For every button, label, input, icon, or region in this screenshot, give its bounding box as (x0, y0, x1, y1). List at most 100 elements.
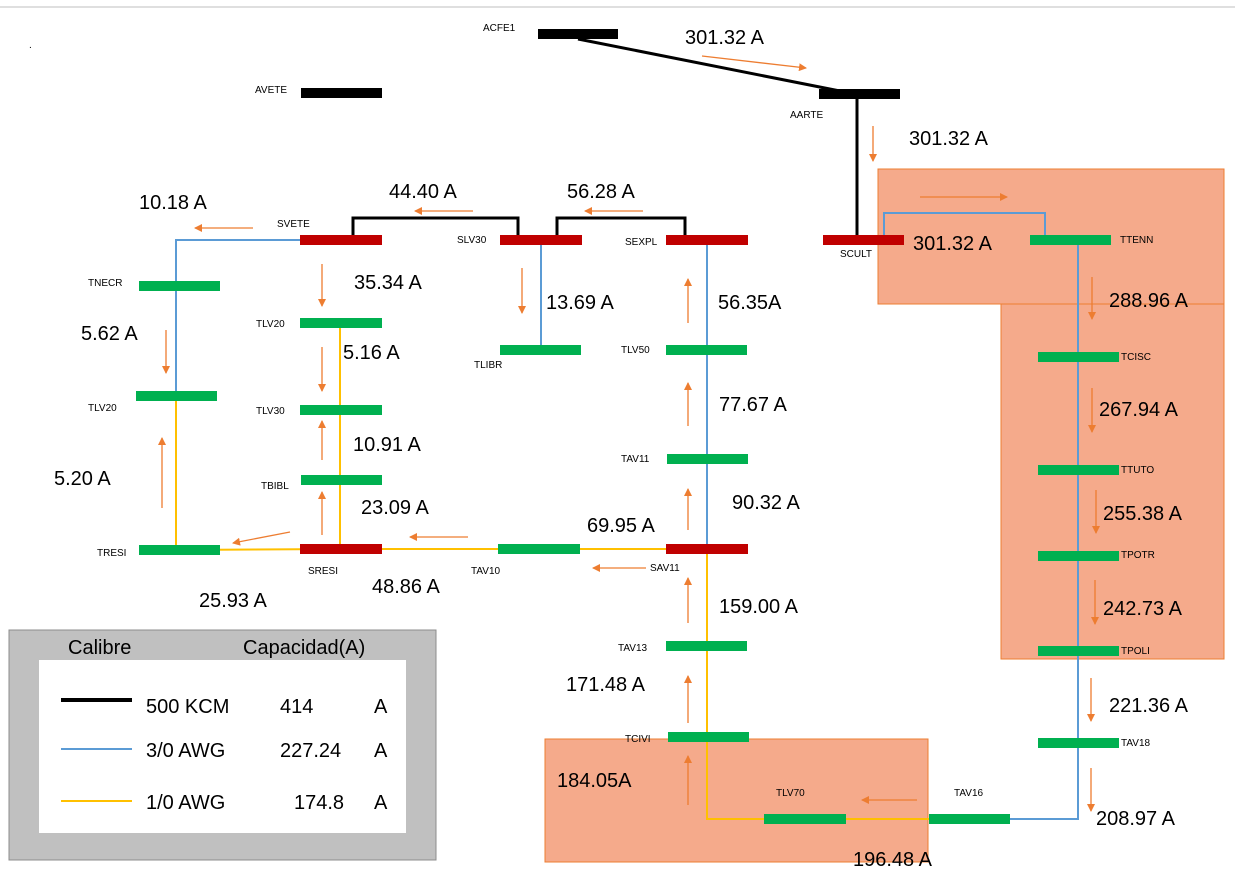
current-label: 301.32 A (685, 27, 765, 49)
legend-capacidad: 227.24 (280, 740, 341, 762)
bus-acfe1 (538, 29, 618, 39)
lines-500kcm (351, 37, 859, 240)
bus-label: TPOTR (1121, 550, 1155, 561)
bus-slv30 (500, 235, 582, 245)
current-label: 25.93 A (199, 590, 268, 612)
current-label: 10.18 A (139, 192, 208, 214)
current-label: 255.38 A (1103, 503, 1183, 525)
bus-tpotr (1038, 551, 1119, 561)
bus-tlv70 (764, 814, 846, 824)
bus-label: AVETE (255, 85, 287, 96)
legend-unit: A (374, 740, 388, 762)
bus-ttuto (1038, 465, 1119, 475)
legend-capacidad: 174.8 (294, 792, 344, 814)
line-slv30-sexpl (555, 216, 687, 240)
current-label: 69.95 A (587, 515, 656, 537)
bus-label: TAV13 (618, 643, 648, 654)
bus-tbibl (301, 475, 382, 485)
current-label: 5.20 A (54, 468, 111, 490)
bus-tlv30 (300, 405, 382, 415)
bus-label: SCULT (840, 249, 872, 260)
bus-tlv20-m (300, 318, 382, 328)
legend-calibre: 3/0 AWG (146, 740, 225, 762)
legend: Calibre Capacidad(A) 500 KCM 414 A 3/0 A… (8, 629, 437, 861)
bus-label: TPOLI (1121, 646, 1150, 657)
line-svete-slv30 (351, 216, 520, 240)
bus-avete (301, 88, 382, 98)
bus-label: AARTE (790, 110, 823, 121)
bus-label: TLV50 (621, 345, 650, 356)
current-label: 159.00 A (719, 596, 799, 618)
line-sav11-tav16 (706, 549, 930, 820)
bus-label: TBIBL (261, 481, 289, 492)
legend-header-calibre: Calibre (68, 637, 131, 659)
bus-sresi (300, 544, 382, 554)
bus-sav11 (666, 544, 748, 554)
bus-tav10 (498, 544, 580, 554)
current-label: 171.48 A (566, 674, 646, 696)
bus-label: TLV20 (256, 319, 285, 330)
line-scult-ttenn (883, 212, 1046, 240)
legend-unit: A (374, 696, 388, 718)
bus-tcisc (1038, 352, 1119, 362)
bus-label: TRESI (97, 548, 126, 559)
bus-label: SRESI (308, 566, 338, 577)
bus-label: TAV11 (621, 454, 650, 465)
bus-labels: ACFE1 AVETE AARTE SVETE SLV30 SEXPL SCUL… (88, 23, 1155, 799)
bus-label: TAV10 (471, 566, 501, 577)
bus-tpoli (1038, 646, 1119, 656)
legend-capacidad: 414 (280, 696, 313, 718)
current-label: 90.32 A (732, 492, 801, 514)
bus-label: TCISC (1121, 352, 1151, 363)
current-label: 44.40 A (389, 181, 458, 203)
line-tresi-sav11 (175, 548, 707, 551)
current-label: 77.67 A (719, 394, 788, 416)
current-label: 23.09 A (361, 497, 430, 519)
bus-label: TLV70 (776, 788, 805, 799)
bus-svete (300, 235, 382, 245)
lines-3-0awg (175, 212, 1079, 820)
current-label: 56.28 A (567, 181, 636, 203)
current-label: 13.69 A (546, 292, 615, 314)
corner-mark: . (29, 40, 32, 51)
current-label: 242.73 A (1103, 598, 1183, 620)
bus-label: SVETE (277, 219, 310, 230)
legend-panel (39, 660, 406, 833)
bus-label: TLV20 (88, 403, 117, 414)
bus-label: SLV30 (457, 235, 487, 246)
current-label: 196.48 A (853, 849, 933, 871)
bus-label: SAV11 (650, 563, 680, 574)
current-label: 288.96 A (1109, 290, 1189, 312)
legend-unit: A (374, 792, 388, 814)
current-label: 208.97 A (1096, 808, 1176, 830)
flow-arrows (158, 55, 1100, 812)
bus-tav13 (666, 641, 747, 651)
current-label: 10.91 A (353, 434, 422, 456)
bus-tav16 (929, 814, 1010, 824)
buses (136, 29, 1119, 824)
bus-label: TAV18 (1121, 738, 1151, 749)
current-label: 5.62 A (81, 323, 138, 345)
current-label: 35.34 A (354, 272, 423, 294)
bus-label: TCIVI (625, 734, 651, 745)
line-ttenn-tav16 (1010, 240, 1079, 820)
bus-label: SEXPL (625, 237, 658, 248)
bus-label: ACFE1 (483, 23, 516, 34)
bus-tlibr (500, 345, 581, 355)
bus-ttenn (1030, 235, 1111, 245)
bus-tcivi (668, 732, 749, 742)
current-label: 301.32 A (913, 233, 993, 255)
current-label: 48.86 A (372, 576, 441, 598)
line-acfe1-aarte (577, 37, 856, 96)
bus-label: TNECR (88, 278, 122, 289)
bus-tav18 (1038, 738, 1119, 748)
bus-tlv20-l (136, 391, 217, 401)
legend-calibre: 500 KCM (146, 696, 229, 718)
bus-tnecr (139, 281, 220, 291)
bus-label: TLV30 (256, 406, 285, 417)
legend-header-capacidad: Capacidad(A) (243, 637, 365, 659)
current-label: 301.32 A (909, 128, 989, 150)
current-label: 221.36 A (1109, 695, 1189, 717)
current-label: 267.94 A (1099, 399, 1179, 421)
